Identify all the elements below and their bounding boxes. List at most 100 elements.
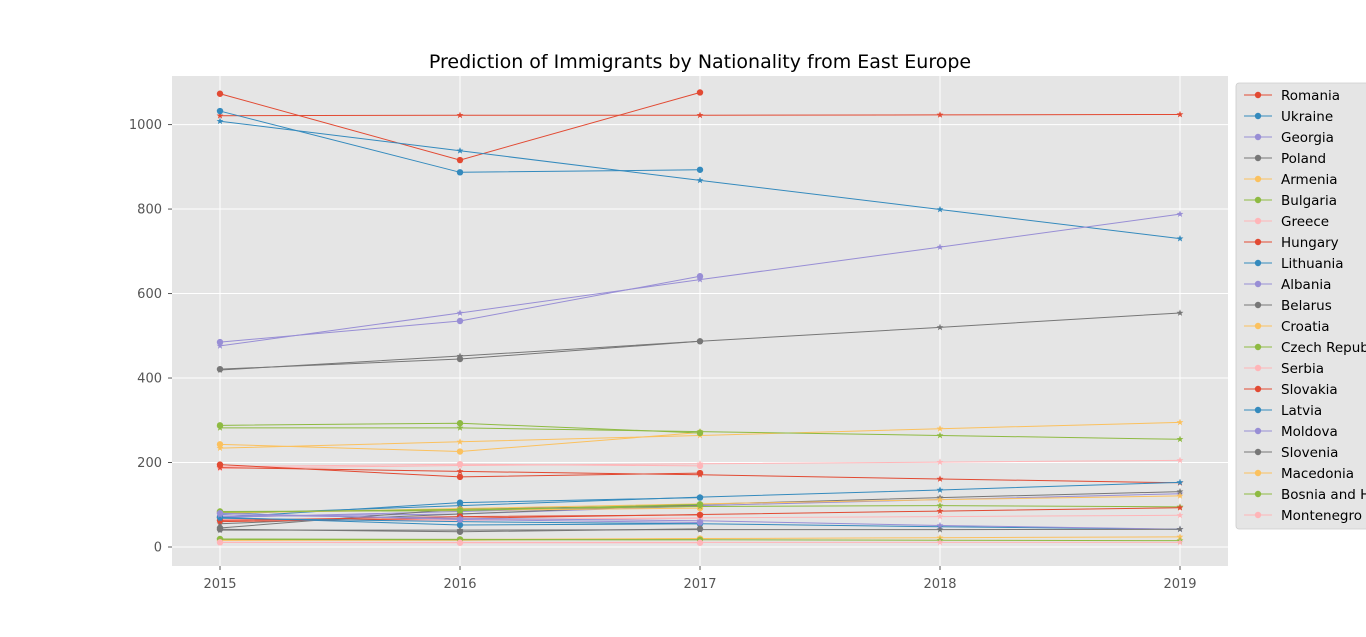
predicted-point-slovenia — [696, 526, 704, 533]
predicted-point-georgia — [696, 276, 704, 283]
legend-swatch-marker — [1254, 259, 1262, 267]
legend-label: Serbia — [1281, 361, 1324, 377]
legend-item: Georgia — [1244, 130, 1334, 146]
legend-label: Armenia — [1281, 172, 1338, 188]
legend-swatch-marker — [1254, 364, 1262, 372]
legend-swatch-marker — [1254, 280, 1262, 288]
predicted-point-greece — [456, 461, 464, 469]
predicted-point-armenia — [1176, 418, 1184, 426]
predicted-point-bulgaria — [696, 428, 704, 435]
predicted-point-georgia — [216, 342, 224, 349]
actual-point-hungary — [456, 473, 464, 481]
legend-label: Czech Republic — [1281, 340, 1366, 356]
y-axis: 0 200 400 600 800 1000 — [129, 118, 172, 555]
series-slovakia — [216, 504, 1184, 525]
legend-swatch-marker — [1254, 406, 1262, 414]
predicted-point-slovenia — [1176, 525, 1184, 533]
predicted-point-poland — [936, 323, 944, 331]
series-montenegro — [216, 538, 1184, 546]
legend-item: Serbia — [1244, 361, 1324, 377]
predicted-point-romania — [216, 112, 224, 119]
predicted-point-armenia — [456, 438, 464, 445]
predicted-point-serbia — [1176, 511, 1184, 519]
grid — [172, 76, 1228, 566]
predicted-point-moldova — [936, 521, 944, 529]
legend-swatch-marker — [1254, 427, 1262, 435]
predicted-point-bulgaria — [936, 431, 944, 439]
predicted-point-bulgaria — [1176, 435, 1184, 443]
legend-item: Ukraine — [1244, 109, 1333, 125]
legend-label: Romania — [1281, 88, 1340, 104]
predicted-point-romania — [1176, 110, 1184, 118]
predicted-point-slovenia — [936, 526, 944, 533]
legend-item: Bulgaria — [1244, 193, 1337, 209]
series-lithuania — [216, 478, 1184, 521]
legend-swatch-marker — [1254, 469, 1262, 477]
legend-swatch-marker — [1254, 343, 1262, 351]
predicted-point-hungary — [216, 463, 224, 471]
predicted-point-ukraine — [696, 176, 704, 184]
predicted-point-czech-republic — [696, 502, 704, 510]
legend-label: Belarus — [1281, 298, 1332, 314]
predicted-point-ukraine — [216, 117, 224, 125]
predicted-point-montenegro — [696, 538, 704, 546]
series-layer — [216, 89, 1184, 546]
actual-point-ukraine — [456, 169, 464, 176]
predicted-point-moldova — [696, 517, 704, 524]
legend-item: Czech Republic — [1244, 340, 1366, 356]
legend-item: Slovenia — [1244, 445, 1338, 461]
legend-swatch-marker — [1254, 154, 1262, 162]
series-georgia — [216, 210, 1184, 349]
predicted-point-lithuania — [696, 493, 704, 501]
predicted-point-georgia — [1176, 210, 1184, 218]
predicted-point-ukraine — [456, 147, 464, 154]
legend-item: Montenegro — [1244, 508, 1362, 524]
legend-label: Bulgaria — [1281, 193, 1337, 209]
legend-swatch-marker — [1254, 385, 1262, 393]
predicted-point-slovenia — [216, 526, 224, 534]
predicted-point-greece — [936, 458, 944, 465]
predicted-point-poland — [696, 337, 704, 345]
legend-item: Lithuania — [1244, 256, 1344, 272]
x-tick-label: 2015 — [203, 577, 236, 592]
predicted-point-macedonia — [1176, 533, 1184, 540]
legend-label: Poland — [1281, 151, 1326, 167]
legend-item: Latvia — [1244, 403, 1322, 419]
legend-item: Slovakia — [1244, 382, 1338, 398]
chart-title: Prediction of Immigrants by Nationality … — [429, 51, 971, 73]
legend-label: Lithuania — [1281, 256, 1344, 272]
predicted-point-armenia — [936, 425, 944, 432]
legend-label: Bosnia and Herzegovina — [1281, 487, 1366, 503]
predicted-point-slovakia — [936, 507, 944, 514]
series-slovenia — [216, 525, 1184, 535]
predicted-point-serbia — [936, 512, 944, 520]
legend-item: Belarus — [1244, 298, 1332, 314]
actual-point-georgia — [216, 338, 224, 346]
legend-label: Greece — [1281, 214, 1329, 230]
legend-item: Croatia — [1244, 319, 1330, 335]
y-tick-label: 600 — [137, 287, 162, 302]
predicted-point-latvia — [216, 514, 224, 522]
predicted-point-montenegro — [216, 538, 224, 546]
legend-frame — [1235, 82, 1366, 530]
legend-item: Greece — [1244, 214, 1329, 230]
predicted-point-poland — [1176, 309, 1184, 316]
series-poland — [216, 309, 1184, 373]
legend-label: Slovakia — [1281, 382, 1338, 398]
legend-label: Ukraine — [1281, 109, 1333, 125]
legend: Romania Ukraine Georgia Poland Armenia Bulgar… — [1235, 82, 1366, 530]
predicted-point-poland — [456, 352, 464, 359]
predicted-point-poland — [216, 366, 224, 373]
predicted-point-romania — [456, 111, 464, 119]
predicted-point-moldova — [456, 514, 464, 522]
legend-item: Macedonia — [1244, 466, 1354, 482]
legend-item: Poland — [1244, 151, 1326, 167]
y-tick-label: 200 — [137, 456, 162, 471]
actual-point-ukraine — [216, 107, 224, 115]
predicted-point-slovenia — [456, 526, 464, 534]
legend-item: Hungary — [1244, 235, 1339, 251]
legend-item: Albania — [1244, 277, 1331, 293]
y-tick-label: 0 — [154, 540, 162, 555]
predicted-point-slovakia — [1176, 504, 1184, 511]
